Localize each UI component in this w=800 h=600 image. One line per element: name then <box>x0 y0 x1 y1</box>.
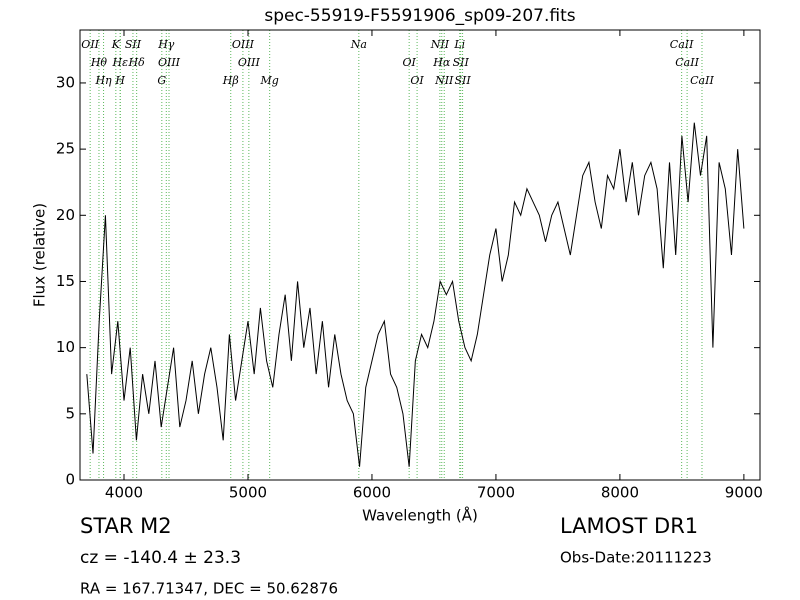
x-axis-label: Wavelength (Å) <box>362 506 478 525</box>
y-tick-label: 10 <box>56 338 75 356</box>
spectral-line-label: H <box>114 74 125 87</box>
spectral-line-label: SII <box>454 74 471 87</box>
spectral-line-label: G <box>157 74 166 87</box>
spectral-line-label: Na <box>350 38 367 51</box>
spectral-line-label: Hθ <box>90 56 108 69</box>
x-tick-label: 7000 <box>477 484 515 502</box>
spectral-line-label: CaII <box>690 74 714 87</box>
spectral-line-label: OIII <box>232 38 255 51</box>
spectral-line-label: NII <box>430 38 450 51</box>
redshift: cz = -140.4 ± 23.3 <box>80 548 241 568</box>
y-tick-label: 20 <box>56 206 75 224</box>
y-tick-label: 30 <box>56 73 75 91</box>
spectral-line-label: OI <box>410 74 424 87</box>
survey: LAMOST DR1 <box>560 514 698 538</box>
spectral-line-label: Hε <box>112 56 129 69</box>
spectral-line-label: OIII <box>238 56 261 69</box>
spectral-line-label: Hδ <box>128 56 146 69</box>
spectral-line-label: CaII <box>675 56 699 69</box>
y-tick-label: 0 <box>65 471 75 489</box>
spectrum-line <box>86 122 745 467</box>
spectral-line-label: NII <box>434 74 454 87</box>
y-axis-label: Flux (relative) <box>31 203 49 307</box>
spectral-line-label: SII <box>125 38 142 51</box>
x-tick-label: 4000 <box>105 484 143 502</box>
spectral-line-label: Li <box>453 38 465 51</box>
x-tick-label: 6000 <box>353 484 391 502</box>
spectral-line-label: Hα <box>432 56 451 69</box>
spectral-line-label: Hη <box>94 74 112 87</box>
x-tick-label: 9000 <box>725 484 763 502</box>
spectral-line-label: K <box>111 38 121 51</box>
coordinates: RA = 167.71347, DEC = 50.62876 <box>80 580 338 598</box>
x-tick-label: 5000 <box>229 484 267 502</box>
plot-frame <box>79 29 761 481</box>
chart-title: spec-55919-F5591906_sp09-207.fits <box>264 6 575 26</box>
spectral-line-label: Hβ <box>222 74 239 87</box>
spectral-line-label: CaII <box>670 38 694 51</box>
y-tick-label: 25 <box>56 140 75 158</box>
x-tick-label: 8000 <box>601 484 639 502</box>
spectral-line-label: Mg <box>260 74 279 87</box>
spectral-line-label: OIII <box>158 56 181 69</box>
spectral-line-label: OII <box>81 38 99 51</box>
spectral-line-label: SII <box>453 56 470 69</box>
obs-date: Obs-Date:20111223 <box>560 549 712 567</box>
y-tick-label: 15 <box>56 272 75 290</box>
object-class: STAR M2 <box>80 514 172 538</box>
spectral-line-label: OI <box>402 56 416 69</box>
spectral-line-label: Hγ <box>157 38 175 51</box>
y-tick-label: 5 <box>65 404 75 422</box>
